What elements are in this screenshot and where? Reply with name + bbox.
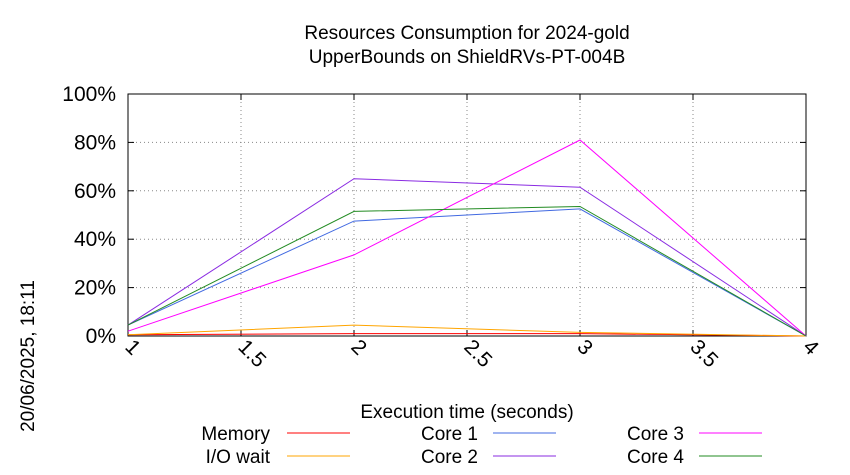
y-tick-label: 0% (86, 325, 116, 348)
timestamp-label: 20/06/2025, 18:11 (18, 280, 39, 432)
y-tick-label: 60% (74, 180, 116, 203)
series-line-core-1 (127, 208, 807, 337)
series-line-core-3 (127, 139, 807, 337)
y-tick-label: 20% (74, 277, 116, 300)
x-axis-label: Execution time (seconds) (360, 402, 573, 423)
series-line-core-2 (127, 178, 807, 337)
plot-border (127, 93, 807, 337)
y-tick-label: 100% (62, 83, 116, 106)
y-tick-label: 80% (74, 131, 116, 154)
legend-label-core-3: Core 3 (627, 424, 684, 445)
chart-title-line-1: Resources Consumption for 2024-gold (304, 23, 629, 44)
legend-label-core-1: Core 1 (421, 424, 478, 445)
series-line-memory (127, 333, 807, 337)
chart-title-line-2: UpperBounds on ShieldRVs-PT-004B (309, 47, 626, 68)
legend-label-memory: Memory (201, 424, 270, 445)
axes (127, 93, 807, 337)
series-line-core-4 (127, 205, 807, 337)
legend-label-i-o-wait: I/O wait (206, 447, 271, 468)
series (127, 139, 807, 337)
y-tick-label: 40% (74, 228, 116, 251)
series-line-i-o-wait (127, 324, 807, 337)
legend-label-core-2: Core 2 (421, 447, 478, 468)
legend-label-core-4: Core 4 (627, 447, 684, 468)
grid (128, 94, 806, 336)
